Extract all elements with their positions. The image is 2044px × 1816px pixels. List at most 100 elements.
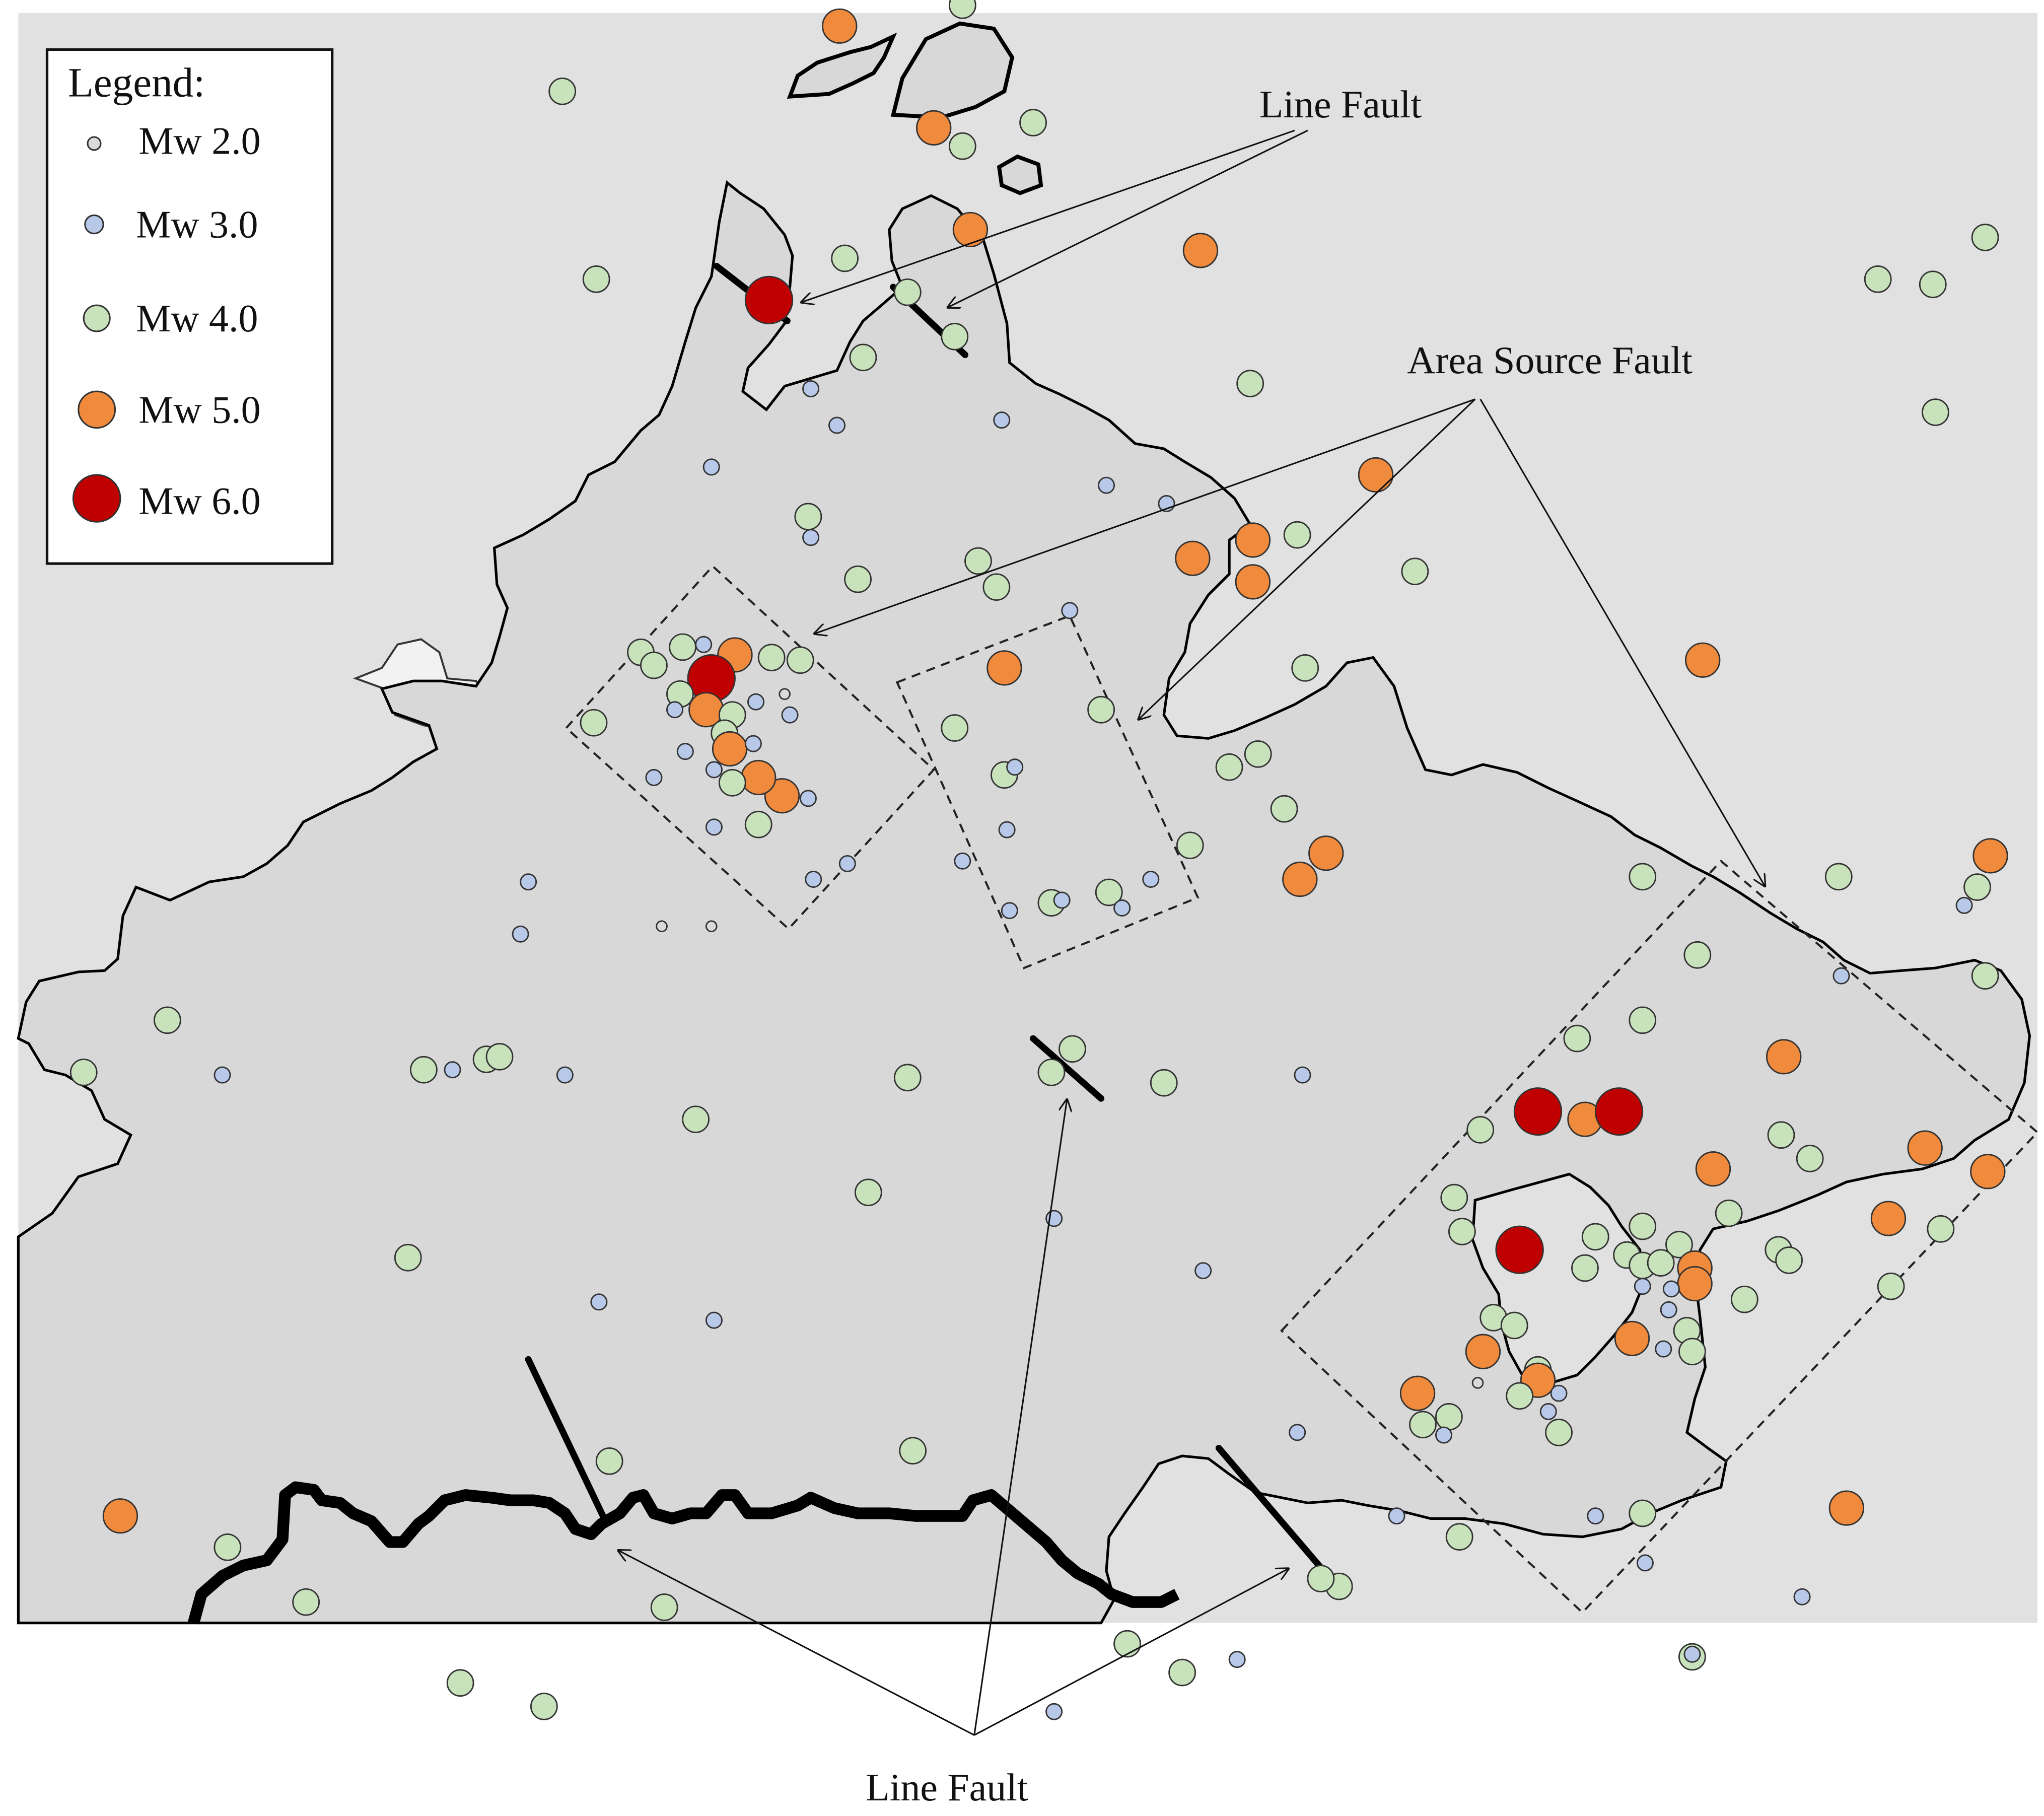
earthquake-marker-mw4 (69, 1059, 98, 1086)
earthquake-marker-mw3 (556, 1066, 574, 1084)
earthquake-marker-mw3 (802, 529, 820, 546)
earthquake-marker-mw5 (1308, 835, 1344, 871)
earthquake-marker-mw3 (1550, 1384, 1568, 1402)
earthquake-marker-mw4 (1922, 398, 1949, 426)
earthquake-marker-mw4 (982, 573, 1011, 601)
earthquake-marker-mw3 (645, 769, 663, 786)
arrow-line-fault-5 (973, 1568, 1290, 1736)
legend-symbol-mw3 (84, 214, 104, 235)
earthquake-marker-mw4 (292, 1588, 320, 1616)
earthquake-marker-mw4 (582, 265, 610, 293)
earthquake-marker-mw4 (640, 651, 668, 679)
earthquake-marker-mw4 (1215, 753, 1243, 781)
earthquake-marker-mw4 (530, 1693, 558, 1720)
earthquake-marker-mw2 (779, 688, 791, 700)
earthquake-marker-mw3 (1228, 1651, 1246, 1668)
area-source-zone-1 (565, 565, 936, 931)
earthquake-marker-mw4 (595, 1447, 623, 1475)
line-fault-3 (1030, 1035, 1105, 1102)
area-source-zones (565, 565, 2039, 1614)
earthquake-marker-mw4 (1087, 695, 1115, 724)
earthquake-marker-mw4 (1715, 1199, 1743, 1227)
earthquake-marker-mw3 (1142, 871, 1160, 888)
arrow-area-source-3 (1479, 398, 1766, 887)
earthquake-marker-mw4 (548, 78, 577, 105)
earthquake-marker-mw4 (446, 1669, 474, 1697)
earthquake-marker-mw4 (1629, 1006, 1657, 1034)
earthquake-marker-mw3 (747, 693, 765, 711)
earthquake-marker-mw3 (802, 380, 820, 397)
earthquake-marker-mw4 (1291, 654, 1319, 682)
earthquake-marker-mw4 (948, 0, 976, 19)
earthquake-marker-mw5 (1685, 642, 1721, 678)
earthquake-marker-mw5 (1970, 1154, 2006, 1190)
earthquake-marker-mw3 (1045, 1703, 1063, 1720)
earthquake-marker-mw4 (1971, 962, 1999, 990)
earthquake-marker-mw5 (1766, 1039, 1802, 1075)
earthquake-marker-mw4 (1059, 1035, 1086, 1063)
earthquake-marker-mw3 (702, 458, 720, 476)
earthquake-marker-mw5 (1828, 1490, 1865, 1526)
earthquake-marker-mw5 (1695, 1151, 1731, 1187)
earthquake-marker-mw4 (899, 1437, 927, 1464)
island-north-east (890, 21, 1015, 120)
earthquake-marker-mw4 (1401, 557, 1429, 585)
island-north-west (787, 32, 897, 99)
arrow-line-fault-3 (617, 1550, 975, 1736)
earthquake-marker-mw4 (1500, 1311, 1528, 1340)
earthquake-marker-mw5 (1614, 1320, 1650, 1356)
earthquake-marker-mw4 (893, 278, 922, 306)
earthquake-marker-mw5 (741, 759, 777, 796)
label-line-fault-bottom: Line Fault (866, 1766, 1028, 1809)
legend-label-mw6: Mw 6.0 (138, 479, 260, 523)
earthquake-marker-mw3 (705, 818, 723, 836)
earthquake-marker-mw4 (718, 769, 746, 797)
earthquake-marker-mw6 (1513, 1087, 1563, 1136)
earthquake-marker-mw4 (1796, 1145, 1824, 1172)
earthquake-marker-mw4 (794, 503, 822, 531)
arrow-line-fault-1 (800, 129, 1295, 303)
earthquake-marker-mw4 (893, 1064, 922, 1092)
earthquake-marker-mw4 (1963, 873, 1991, 901)
label-area-source-fault: Area Source Fault (1407, 338, 1693, 382)
earthquake-marker-mw3 (1061, 602, 1079, 619)
earthquake-marker-mw4 (394, 1243, 422, 1272)
earthquake-marker-mw5 (1972, 838, 2008, 874)
earthquake-marker-mw5 (1907, 1130, 1943, 1166)
legend: Legend: Mw 2.0 Mw 3.0 Mw 4.0 Mw 5.0 Mw 6… (45, 48, 334, 565)
earthquake-marker-mw5 (1175, 540, 1211, 576)
arrow-area-source-1 (813, 398, 1475, 634)
earthquake-marker-mw3 (1832, 967, 1850, 985)
earthquake-marker-mw4 (1176, 831, 1204, 859)
earthquake-marker-mw4 (580, 709, 608, 737)
earthquake-marker-mw4 (1824, 863, 1853, 891)
earthquake-marker-mw3 (781, 706, 799, 724)
earthquake-marker-mw5 (1677, 1266, 1713, 1302)
earthquake-marker-mw4 (1409, 1411, 1437, 1439)
earthquake-marker-mw3 (954, 852, 971, 870)
earthquake-marker-mw3 (744, 735, 762, 752)
legend-label-mw2: Mw 2.0 (138, 119, 260, 163)
earthquake-marker-mw5 (1235, 522, 1271, 558)
earthquake-marker-mw3 (1793, 1588, 1811, 1605)
earthquake-marker-mw4 (1307, 1565, 1335, 1592)
earthquake-marker-mw6 (1594, 1087, 1644, 1136)
line-fault-4 (525, 1356, 608, 1522)
earthquake-marker-mw3 (1388, 1507, 1405, 1525)
earthquake-marker-mw4 (757, 644, 786, 671)
earthquake-marker-mw3 (998, 821, 1016, 839)
legend-label-mw3: Mw 3.0 (136, 203, 258, 246)
earthquake-marker-mw5 (1465, 1334, 1501, 1369)
earthquake-marker-mw4 (1678, 1338, 1706, 1366)
earthquake-marker-mw3 (828, 416, 846, 434)
earthquake-marker-mw5 (102, 1498, 138, 1534)
earthquake-marker-mw4 (1971, 224, 1999, 251)
earthquake-marker-mw3 (1655, 1340, 1672, 1358)
earthquake-marker-mw4 (682, 1105, 710, 1133)
earthquake-marker-mw5 (712, 731, 748, 767)
earthquake-marker-mw4 (1877, 1272, 1905, 1300)
legend-label-mw4: Mw 4.0 (136, 297, 258, 340)
earthquake-marker-mw4 (854, 1178, 882, 1207)
legend-label-mw5: Mw 5.0 (138, 388, 260, 431)
